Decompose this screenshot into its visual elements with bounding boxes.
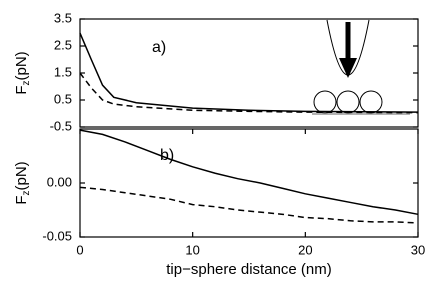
line-series	[79, 32, 419, 113]
y-tick-label: 2.5	[54, 37, 72, 52]
y-label-main: F	[13, 86, 30, 95]
y-tick-label: 0.00	[47, 174, 72, 189]
x-tick-label: 0	[76, 242, 83, 257]
x-axis-label: tip−sphere distance (nm)	[166, 261, 332, 278]
y-label-unit: (pN)	[13, 161, 30, 190]
y-tick-label: 1.5	[54, 64, 72, 79]
x-tick-label: 30	[411, 242, 425, 257]
y-label-sub: z	[21, 81, 32, 86]
panel-label: a)	[152, 39, 166, 56]
line-series	[79, 129, 419, 216]
x-tick-label: 10	[185, 242, 199, 257]
line-series	[79, 72, 419, 114]
y-label-main: F	[13, 196, 30, 205]
y-axis-label: Fz(pN)	[13, 161, 32, 204]
y-tick-label: -0.5	[50, 118, 72, 133]
y-tick-label: 0.5	[54, 91, 72, 106]
y-axis-label: Fz(pN)	[13, 51, 32, 94]
y-label-sub: z	[21, 191, 32, 196]
y-tick-label: -0.05	[42, 228, 72, 243]
inset-drawing	[312, 19, 410, 115]
plot-frame	[79, 128, 419, 238]
y-tick-label: 3.5	[54, 10, 72, 25]
line-series	[79, 186, 419, 224]
panel-label: b)	[160, 147, 174, 164]
y-label-unit: (pN)	[13, 51, 30, 80]
x-tick-label: 20	[298, 242, 312, 257]
